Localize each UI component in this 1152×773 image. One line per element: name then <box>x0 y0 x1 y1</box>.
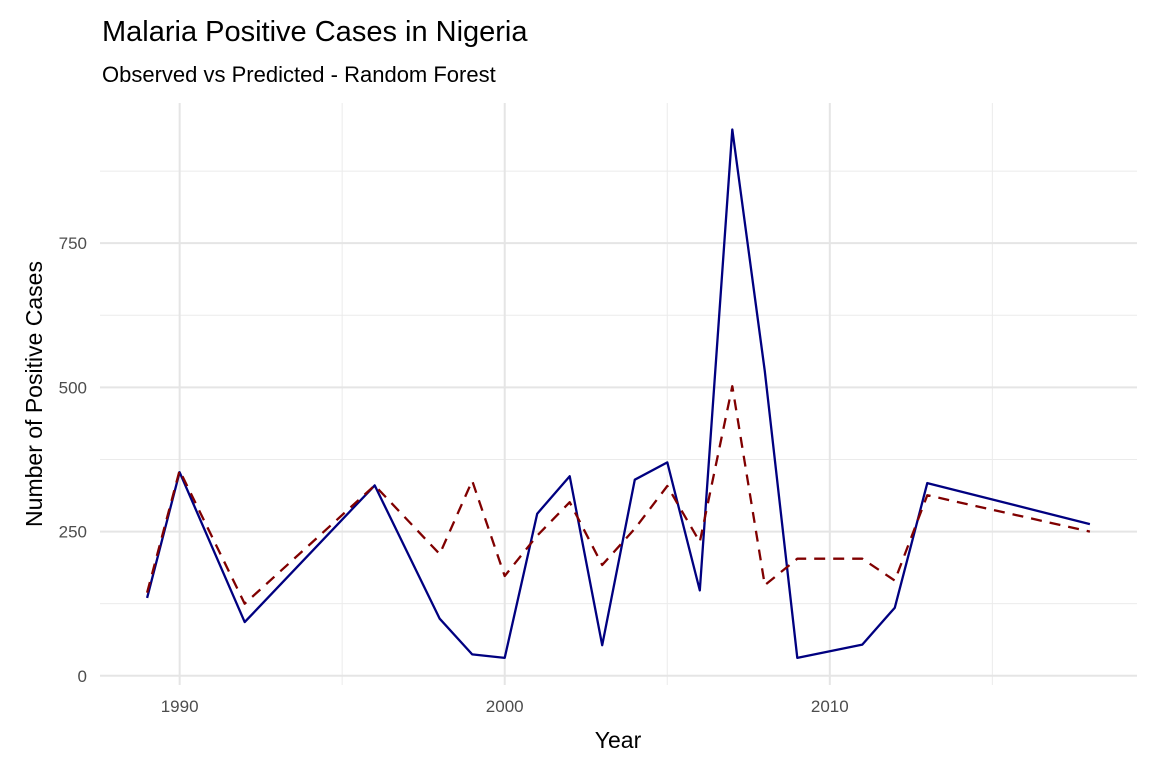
x-axis-title: Year <box>595 727 642 753</box>
x-tick-label: 2000 <box>486 697 524 716</box>
predicted-series-line <box>145 385 1091 605</box>
y-axis-title: Number of Positive Cases <box>21 261 47 527</box>
y-tick-label: 500 <box>59 378 87 397</box>
y-tick-label: 750 <box>59 234 87 253</box>
chart-subtitle: Observed vs Predicted - Random Forest <box>102 62 496 87</box>
x-tick-label: 2010 <box>811 697 849 716</box>
y-tick-label: 250 <box>59 523 87 542</box>
observed-series-line <box>145 128 1091 660</box>
x-tick-label: 1990 <box>161 697 199 716</box>
chart-title: Malaria Positive Cases in Nigeria <box>102 16 528 48</box>
y-tick-label: 0 <box>78 667 87 686</box>
series-group <box>145 128 1091 660</box>
grid <box>100 103 1137 685</box>
tick-labels: 0 250 500 750 1990 2000 2010 <box>59 234 849 716</box>
